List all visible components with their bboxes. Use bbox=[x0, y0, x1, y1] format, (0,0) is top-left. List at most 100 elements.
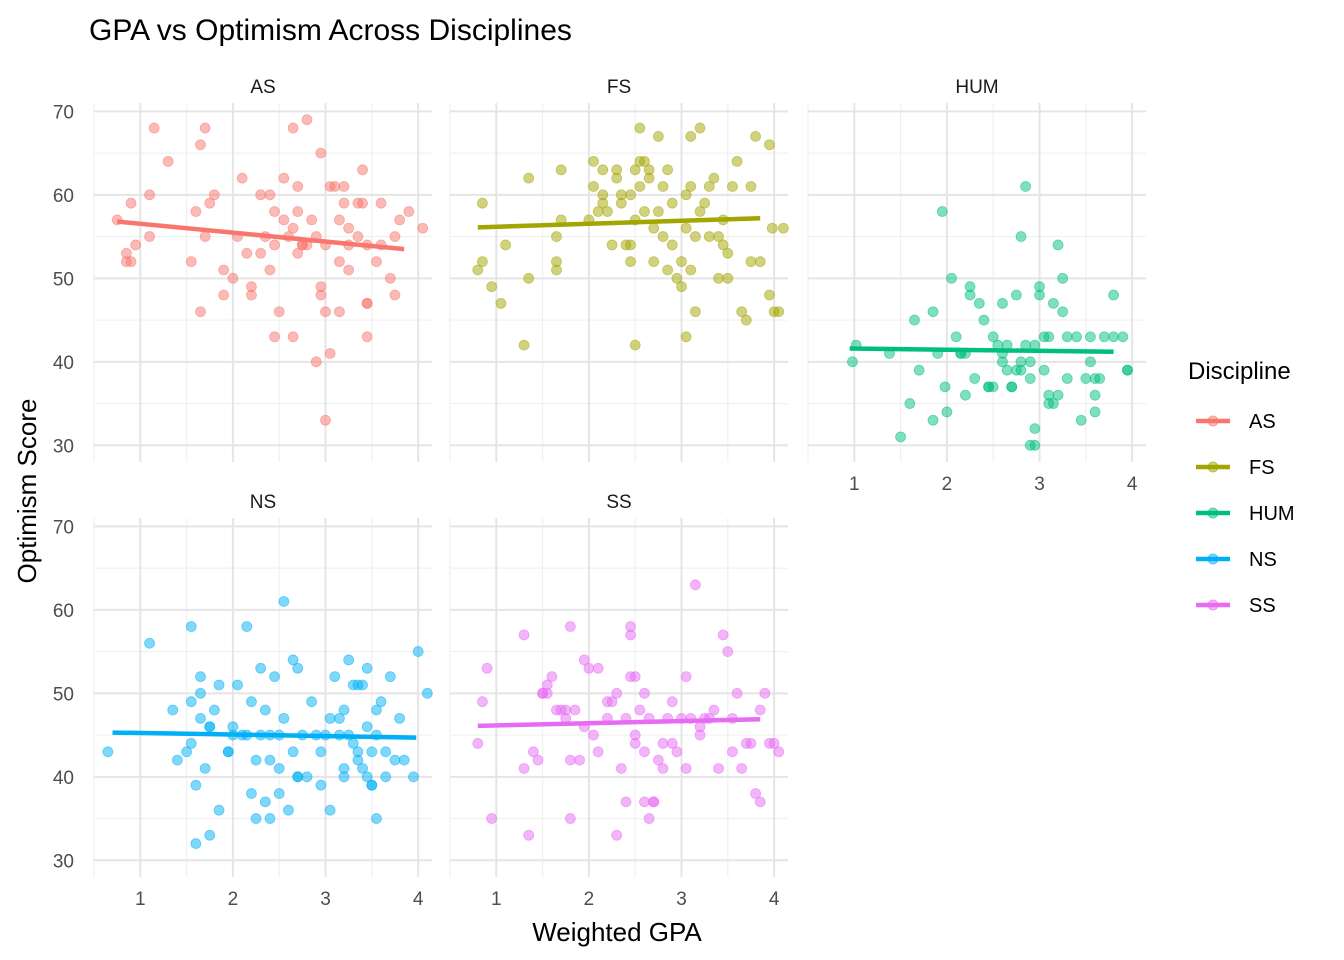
data-point bbox=[629, 738, 641, 749]
data-point bbox=[380, 771, 392, 783]
data-point bbox=[597, 189, 609, 201]
data-point bbox=[320, 414, 331, 426]
x-tick-label: 2 bbox=[228, 889, 239, 910]
data-point bbox=[717, 629, 729, 641]
data-point bbox=[731, 156, 743, 167]
x-tick-label: 4 bbox=[769, 889, 780, 910]
data-point bbox=[278, 214, 290, 226]
data-point bbox=[255, 247, 267, 259]
data-point bbox=[278, 172, 290, 184]
data-point bbox=[477, 256, 488, 268]
data-point bbox=[1075, 414, 1087, 426]
data-point bbox=[625, 239, 636, 251]
data-point bbox=[477, 696, 488, 708]
data-point bbox=[750, 130, 761, 142]
data-point bbox=[657, 763, 669, 774]
data-point bbox=[913, 364, 925, 376]
data-point bbox=[204, 829, 216, 841]
data-point bbox=[583, 662, 595, 674]
legend-label: AS bbox=[1249, 411, 1276, 433]
data-point bbox=[389, 754, 401, 766]
data-point bbox=[643, 813, 655, 824]
data-point bbox=[1089, 389, 1101, 401]
data-point bbox=[1001, 364, 1013, 376]
data-point bbox=[764, 139, 775, 151]
data-point bbox=[486, 281, 498, 293]
data-point bbox=[361, 331, 373, 343]
y-tick-label: 70 bbox=[53, 517, 74, 538]
data-point bbox=[162, 156, 174, 167]
data-point bbox=[546, 671, 558, 683]
data-point bbox=[185, 738, 197, 749]
data-point bbox=[199, 763, 211, 774]
data-point bbox=[264, 754, 276, 766]
data-point bbox=[671, 746, 683, 758]
x-tick-label: 4 bbox=[413, 889, 424, 910]
data-point bbox=[939, 381, 951, 393]
data-point bbox=[634, 122, 646, 134]
data-point bbox=[306, 214, 318, 226]
panel-fs: FS bbox=[449, 77, 789, 462]
trend-line bbox=[477, 215, 761, 230]
data-point bbox=[847, 356, 858, 368]
data-point bbox=[588, 156, 599, 167]
data-point bbox=[745, 256, 757, 268]
data-point bbox=[329, 671, 341, 683]
data-point bbox=[713, 231, 724, 242]
strip-label: FS bbox=[607, 77, 631, 98]
data-point bbox=[773, 306, 785, 318]
data-point bbox=[398, 754, 410, 766]
data-point bbox=[361, 662, 373, 674]
data-point bbox=[199, 231, 211, 242]
data-point bbox=[315, 779, 327, 791]
data-point bbox=[352, 231, 364, 242]
data-point bbox=[685, 181, 697, 192]
data-point bbox=[375, 696, 387, 708]
data-point bbox=[246, 281, 257, 293]
y-tick-label: 50 bbox=[53, 684, 74, 705]
data-point bbox=[472, 738, 484, 749]
data-point bbox=[1024, 373, 1036, 384]
data-point bbox=[343, 264, 355, 276]
data-point bbox=[588, 181, 599, 192]
data-point bbox=[1020, 181, 1032, 192]
data-point bbox=[518, 339, 530, 351]
data-point bbox=[1047, 297, 1059, 309]
data-point bbox=[978, 314, 990, 326]
data-point bbox=[973, 297, 985, 309]
data-point bbox=[1089, 406, 1101, 418]
data-point bbox=[380, 746, 392, 758]
data-point bbox=[904, 398, 916, 409]
data-point bbox=[560, 704, 572, 716]
data-point bbox=[1015, 231, 1027, 242]
data-point bbox=[269, 206, 280, 217]
data-point bbox=[273, 306, 285, 318]
data-point bbox=[315, 746, 327, 758]
data-point bbox=[195, 139, 206, 151]
data-point bbox=[639, 206, 650, 217]
strip-label: NS bbox=[250, 492, 276, 513]
data-point bbox=[371, 256, 382, 268]
data-point bbox=[997, 297, 1008, 309]
data-point bbox=[477, 197, 488, 209]
data-point bbox=[777, 222, 789, 234]
data-point bbox=[745, 181, 757, 192]
y-tick-label: 40 bbox=[53, 353, 74, 374]
data-point bbox=[361, 771, 373, 783]
data-point bbox=[541, 687, 553, 699]
legend-label: SS bbox=[1249, 595, 1276, 617]
data-point bbox=[102, 746, 114, 758]
data-point bbox=[241, 621, 253, 632]
data-point bbox=[639, 796, 650, 808]
data-point bbox=[960, 389, 971, 401]
data-point bbox=[292, 771, 304, 783]
legend-label: HUM bbox=[1249, 503, 1295, 525]
data-point bbox=[1052, 389, 1064, 401]
data-point bbox=[666, 738, 678, 749]
data-point bbox=[680, 671, 692, 683]
data-point bbox=[750, 788, 761, 799]
data-point bbox=[523, 272, 535, 284]
data-point bbox=[1010, 289, 1022, 301]
data-point bbox=[278, 596, 290, 607]
data-point bbox=[324, 804, 336, 816]
